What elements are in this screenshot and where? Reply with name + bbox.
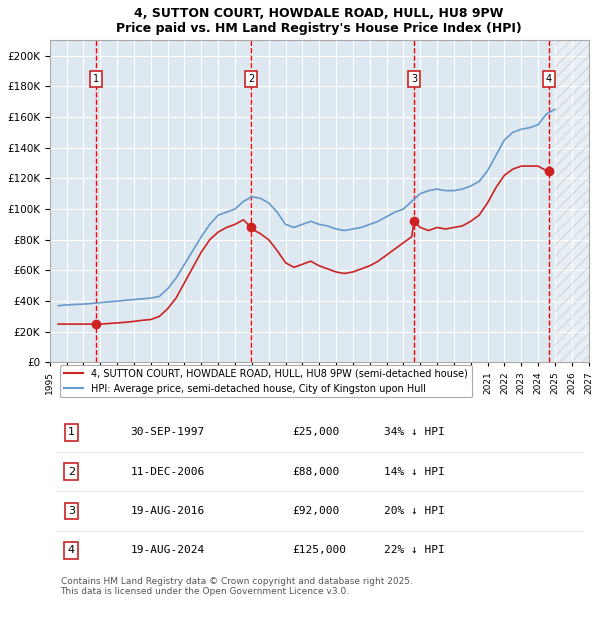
Text: 34% ↓ HPI: 34% ↓ HPI: [384, 427, 445, 437]
Text: 19-AUG-2016: 19-AUG-2016: [131, 506, 205, 516]
Text: 1: 1: [68, 427, 75, 437]
Text: £92,000: £92,000: [292, 506, 340, 516]
Text: 2: 2: [248, 74, 254, 84]
Text: 30-SEP-1997: 30-SEP-1997: [131, 427, 205, 437]
Bar: [555, 40, 589, 363]
Text: £88,000: £88,000: [292, 467, 340, 477]
Text: 19-AUG-2024: 19-AUG-2024: [131, 546, 205, 556]
Text: £25,000: £25,000: [292, 427, 340, 437]
Title: 4, SUTTON COURT, HOWDALE ROAD, HULL, HU8 9PW
Price paid vs. HM Land Registry's H: 4, SUTTON COURT, HOWDALE ROAD, HULL, HU8…: [116, 7, 522, 35]
Text: 3: 3: [68, 506, 75, 516]
Text: 2: 2: [68, 467, 75, 477]
Text: £125,000: £125,000: [292, 546, 346, 556]
Text: 14% ↓ HPI: 14% ↓ HPI: [384, 467, 445, 477]
Text: 1: 1: [93, 74, 99, 84]
Text: 4: 4: [68, 546, 75, 556]
Text: 20% ↓ HPI: 20% ↓ HPI: [384, 506, 445, 516]
Legend: 4, SUTTON COURT, HOWDALE ROAD, HULL, HU8 9PW (semi-detached house), HPI: Average: 4, SUTTON COURT, HOWDALE ROAD, HULL, HU8…: [60, 365, 472, 397]
Text: 4: 4: [545, 74, 552, 84]
Text: 11-DEC-2006: 11-DEC-2006: [131, 467, 205, 477]
Text: 22% ↓ HPI: 22% ↓ HPI: [384, 546, 445, 556]
Text: 3: 3: [411, 74, 417, 84]
Text: Contains HM Land Registry data © Crown copyright and database right 2025.
This d: Contains HM Land Registry data © Crown c…: [61, 577, 412, 596]
